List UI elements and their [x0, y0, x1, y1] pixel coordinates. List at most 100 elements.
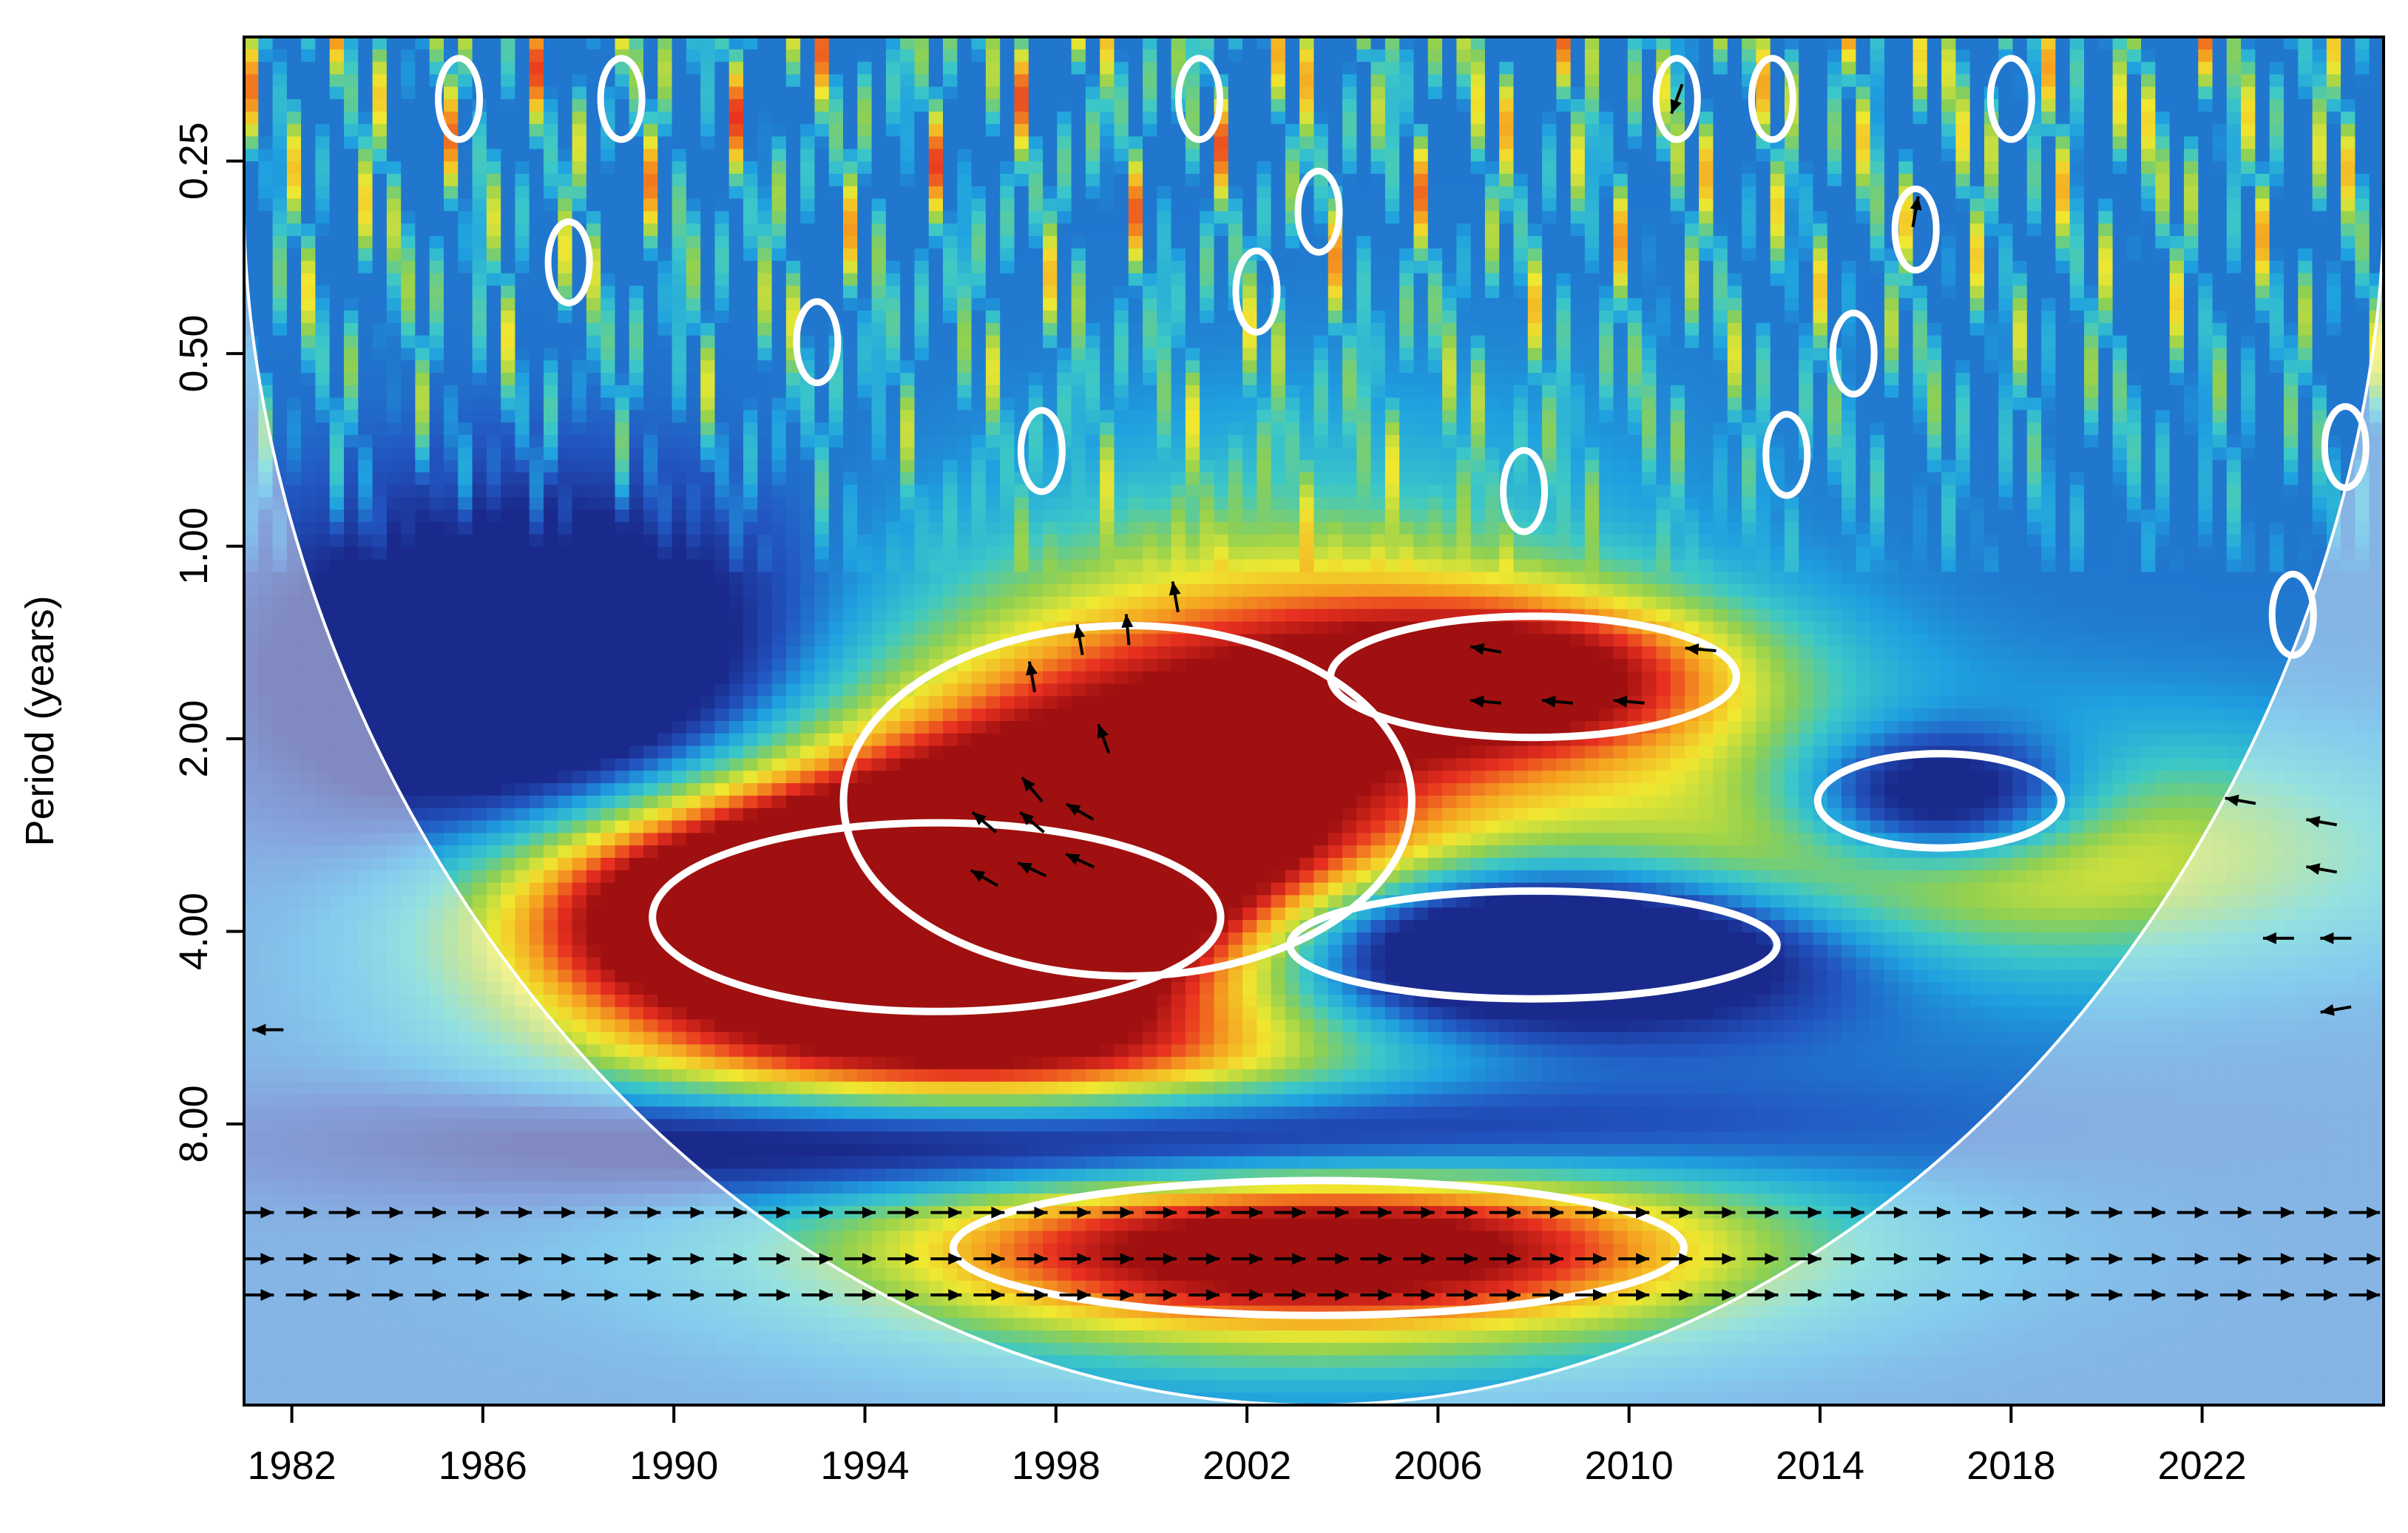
power-cell — [244, 1156, 260, 1170]
power-cell — [529, 932, 544, 946]
power-cell — [629, 920, 644, 933]
power-cell — [472, 397, 487, 411]
power-cell — [843, 658, 859, 672]
power-cell — [558, 497, 573, 510]
power-cell — [258, 1355, 274, 1369]
power-cell — [401, 335, 416, 349]
power-cell — [344, 771, 359, 784]
power-cell — [358, 497, 373, 510]
power-cell — [728, 459, 744, 473]
power-cell — [629, 572, 644, 585]
power-cell — [643, 733, 659, 747]
power-cell — [329, 833, 345, 846]
power-cell — [258, 696, 274, 709]
power-cell — [743, 1069, 759, 1083]
power-cell — [444, 211, 459, 225]
power-cell — [743, 149, 759, 162]
power-cell — [501, 696, 516, 709]
power-cell — [657, 459, 673, 473]
power-cell — [771, 136, 787, 150]
power-cell — [358, 1293, 373, 1307]
power-cell — [843, 920, 859, 933]
power-cell — [558, 920, 573, 933]
power-cell — [700, 322, 716, 336]
power-cell — [629, 559, 644, 572]
power-cell — [785, 1006, 801, 1021]
power-cell — [544, 136, 559, 150]
power-cell — [572, 733, 587, 747]
power-cell — [728, 820, 744, 834]
power-cell — [757, 459, 773, 473]
power-cell — [728, 397, 744, 411]
power-cell — [785, 733, 801, 747]
power-cell — [272, 1057, 288, 1070]
power-cell — [415, 285, 430, 299]
power-cell — [757, 634, 773, 647]
power-cell — [871, 1143, 887, 1157]
power-cell — [444, 360, 459, 373]
power-cell — [572, 49, 587, 63]
power-cell — [743, 1156, 759, 1170]
power-cell — [429, 795, 444, 809]
power-cell — [401, 758, 416, 772]
power-cell — [657, 1044, 673, 1057]
power-cell — [814, 721, 830, 734]
power-cell — [785, 422, 801, 436]
power-cell — [244, 745, 260, 759]
power-cell — [686, 447, 701, 461]
power-cell — [515, 795, 530, 809]
power-cell — [301, 136, 317, 150]
power-cell — [358, 1342, 373, 1356]
power-cell — [771, 459, 787, 473]
power-cell — [372, 472, 388, 486]
power-cell — [544, 534, 559, 548]
power-cell — [885, 174, 901, 187]
power-cell — [429, 820, 444, 834]
power-cell — [529, 322, 544, 336]
power-cell — [372, 546, 388, 561]
power-cell — [871, 1243, 887, 1256]
power-cell — [529, 422, 544, 436]
power-cell — [329, 385, 345, 399]
power-cell — [657, 521, 673, 535]
power-cell — [843, 696, 859, 709]
power-cell — [358, 1131, 373, 1145]
power-cell — [843, 957, 859, 971]
power-cell — [344, 248, 359, 262]
power-cell — [358, 1094, 373, 1108]
power-cell — [800, 1119, 816, 1132]
power-cell — [429, 745, 444, 759]
power-cell — [714, 808, 730, 822]
power-cell — [429, 771, 444, 784]
power-cell — [272, 534, 288, 548]
power-cell — [429, 472, 444, 486]
power-cell — [329, 920, 345, 933]
power-cell — [843, 397, 859, 411]
power-cell — [372, 708, 388, 722]
power-cell — [286, 758, 302, 772]
power-cell — [828, 745, 844, 759]
power-cell — [558, 845, 573, 859]
power-cell — [714, 1106, 730, 1120]
power-cell — [771, 609, 787, 623]
power-cell — [586, 783, 601, 796]
power-cell — [586, 136, 601, 150]
power-cell — [258, 285, 274, 299]
power-cell — [544, 87, 559, 100]
power-cell — [301, 1318, 317, 1331]
power-cell — [329, 1280, 345, 1294]
power-cell — [871, 373, 887, 386]
power-cell — [615, 37, 630, 50]
power-cell — [529, 882, 544, 896]
power-cell — [444, 198, 459, 212]
power-cell — [743, 1019, 759, 1033]
power-cell — [757, 472, 773, 486]
power-cell — [771, 1106, 787, 1120]
power-cell — [244, 1044, 260, 1057]
power-cell — [515, 385, 530, 399]
power-cell — [771, 870, 787, 884]
power-cell — [629, 248, 644, 262]
power-cell — [244, 211, 260, 225]
power-cell — [771, 161, 787, 175]
power-cell — [386, 149, 402, 162]
